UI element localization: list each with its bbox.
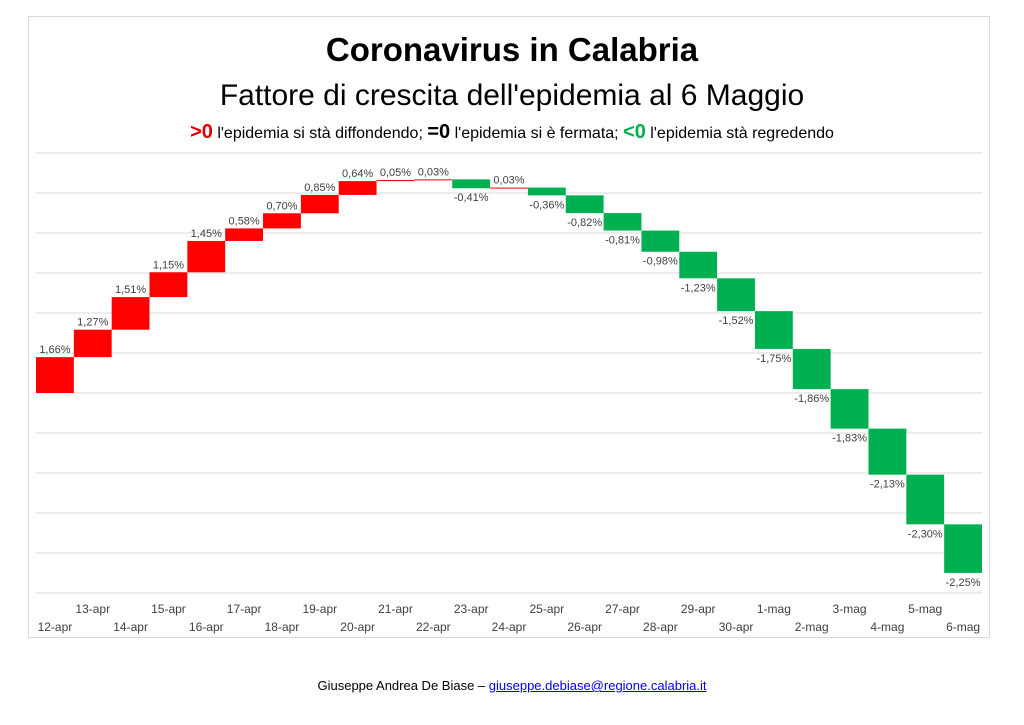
legend-zero-text: l'epidemia si è fermata; [450, 125, 624, 142]
tick-label-27-apr: 27-apr [605, 602, 640, 616]
bar-3-mag [830, 389, 869, 429]
legend-line: >0 l'epidemia si stà diffondendo; =0 l'e… [0, 120, 1024, 146]
tick-label-19-apr: 19-apr [302, 602, 337, 616]
data-label-26-apr: -0,82% [567, 217, 602, 229]
data-label-17-apr: 0,58% [229, 215, 260, 227]
legend-positive-symbol: >0 [190, 121, 213, 143]
bar-4-mag [868, 428, 907, 475]
tick-label-30-apr: 30-apr [719, 620, 754, 634]
data-label-5-mag: -2,30% [908, 528, 943, 540]
data-label-22-apr: 0,03% [418, 166, 449, 178]
tick-label-12-apr: 12-apr [38, 620, 73, 634]
bar-2-mag [792, 348, 831, 390]
data-label-25-apr: -0,36% [529, 199, 564, 211]
data-label-3-mag: -1,83% [832, 433, 867, 445]
bar-6-mag [944, 524, 982, 573]
bar-30-apr [717, 278, 755, 312]
chart-subtitle: Fattore di crescita dell'epidemia al 6 M… [219, 79, 805, 112]
data-label-21-apr: 0,05% [380, 167, 411, 179]
legend-zero-symbol: =0 [427, 121, 451, 143]
bar-29-apr [679, 251, 718, 279]
tick-label-20-apr: 20-apr [340, 620, 375, 634]
footer-email-link[interactable]: giuseppe.debiase@regione.calabria.it [488, 678, 707, 693]
bar-18-apr [263, 213, 301, 229]
data-label-2-mag: -1,86% [794, 393, 829, 405]
tick-label-15-apr: 15-apr [151, 602, 186, 616]
tick-label-26-apr: 26-apr [567, 620, 602, 634]
footer-author: Giuseppe Andrea De Biase – [317, 678, 489, 693]
data-label-14-apr: 1,51% [115, 284, 146, 296]
tick-label-5-mag: 5-mag [908, 602, 942, 616]
footer: Giuseppe Andrea De Biase – giuseppe.debi… [0, 678, 1024, 693]
tick-label-29-apr: 29-apr [681, 602, 716, 616]
data-label-29-apr: -1,23% [681, 282, 716, 294]
data-label-13-apr: 1,27% [77, 317, 108, 329]
bar-22-apr [414, 179, 453, 181]
data-label-24-apr: 0,03% [493, 175, 524, 187]
legend-negative-text: l'epidemia stà regredendo [645, 125, 834, 142]
tick-label-24-apr: 24-apr [492, 620, 527, 634]
data-label-19-apr: 0,85% [304, 182, 335, 194]
data-label-23-apr: -0,41% [454, 192, 489, 204]
bar-23-apr [452, 179, 491, 189]
data-label-12-apr: 1,66% [39, 344, 70, 356]
bar-21-apr [376, 180, 415, 182]
bar-16-apr [187, 240, 226, 273]
tick-label-28-apr: 28-apr [643, 620, 678, 634]
data-label-28-apr: -0,98% [643, 256, 678, 268]
chart-frame [28, 16, 990, 638]
gridlines [36, 152, 982, 594]
tick-label-13-apr: 13-apr [75, 602, 110, 616]
tick-label-22-apr: 22-apr [416, 620, 451, 634]
data-label-18-apr: 0,70% [266, 200, 297, 212]
tick-label-1-mag: 1-mag [757, 602, 791, 616]
bar-5-mag [906, 474, 945, 525]
x-tick-labels: 12-apr13-apr14-apr15-apr16-apr17-apr18-a… [38, 602, 981, 634]
legend-negative-symbol: <0 [623, 121, 646, 143]
chart-title: Coronavirus in Calabria [325, 31, 699, 68]
data-label-20-apr: 0,64% [342, 168, 373, 180]
bar-19-apr [300, 194, 339, 214]
data-labels: 1,66% 1,27% 1,51% 1,15% 1,45% 0,58% 0,70% 0,85%… [39, 166, 980, 589]
bar-26-apr [565, 195, 604, 214]
tick-label-17-apr: 17-apr [227, 602, 262, 616]
tick-label-18-apr: 18-apr [265, 620, 300, 634]
data-label-16-apr: 1,45% [191, 228, 222, 240]
bar-12-apr [36, 357, 74, 393]
bar-24-apr [490, 187, 528, 189]
bars [36, 179, 982, 573]
bar-17-apr [225, 228, 264, 241]
data-label-15-apr: 1,15% [153, 259, 184, 271]
tick-label-16-apr: 16-apr [189, 620, 224, 634]
tick-label-23-apr: 23-apr [454, 602, 489, 616]
bar-1-mag [754, 311, 793, 349]
data-label-30-apr: -1,52% [719, 315, 754, 327]
data-label-27-apr: -0,81% [605, 235, 640, 247]
data-label-1-mag: -1,75% [756, 353, 791, 365]
tick-label-4-mag: 4-mag [870, 620, 904, 634]
tick-label-2-mag: 2-mag [795, 620, 829, 634]
tick-label-3-mag: 3-mag [833, 602, 867, 616]
bar-14-apr [111, 297, 150, 330]
data-label-4-mag: -2,13% [870, 479, 905, 491]
tick-label-25-apr: 25-apr [529, 602, 564, 616]
bar-28-apr [641, 230, 680, 252]
bar-15-apr [149, 272, 188, 298]
bar-27-apr [603, 213, 642, 231]
bar-13-apr [73, 329, 112, 358]
tick-label-14-apr: 14-apr [113, 620, 148, 634]
tick-label-6-mag: 6-mag [946, 620, 980, 634]
bar-25-apr [527, 187, 566, 196]
data-label-6-mag: -2,25% [946, 577, 981, 589]
bar-20-apr [338, 181, 377, 195]
legend-positive-text: l'epidemia si stà diffondendo; [212, 125, 428, 142]
tick-label-21-apr: 21-apr [378, 602, 413, 616]
